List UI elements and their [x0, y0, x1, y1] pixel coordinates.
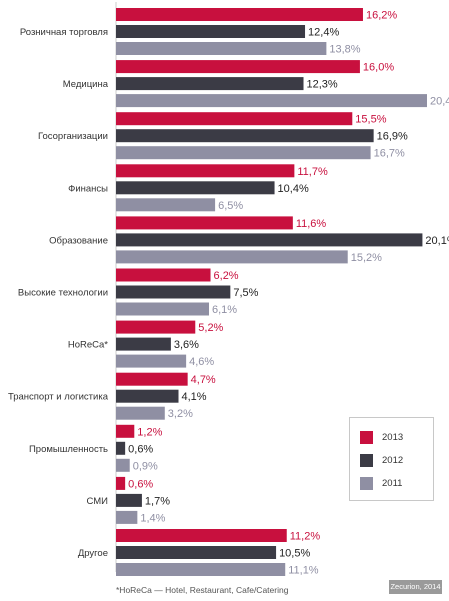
bar-2011 — [116, 42, 327, 55]
bar-2012 — [116, 233, 423, 247]
category-label: Промышленность — [29, 444, 108, 455]
bar-2011 — [116, 94, 427, 108]
bar-2013 — [116, 372, 188, 386]
bar-2012 — [116, 285, 231, 299]
bar-2013 — [116, 112, 353, 126]
data-label: 7,5% — [233, 287, 258, 299]
data-label: 0,9% — [133, 460, 158, 472]
data-label: 11,2% — [290, 531, 321, 543]
bar-2011 — [116, 198, 216, 212]
bar-2013 — [116, 8, 363, 21]
data-label: 16,0% — [363, 62, 394, 74]
bar-2012 — [116, 25, 306, 38]
bar-2011 — [116, 146, 371, 160]
bar-2013 — [116, 164, 295, 178]
legend: 2013 2012 2011 — [349, 417, 434, 501]
legend-swatch-2013 — [360, 430, 373, 444]
source-badge: Zecurion, 2014 — [389, 580, 442, 594]
bar-2013 — [116, 476, 126, 490]
data-label: 1,4% — [140, 512, 165, 524]
bar-2013 — [116, 268, 211, 282]
data-label: 12,3% — [307, 79, 338, 91]
bar-2011 — [116, 406, 165, 420]
data-label: 11,1% — [288, 565, 319, 577]
data-label: 11,7% — [297, 166, 328, 178]
data-label: 6,2% — [214, 270, 239, 282]
data-label: 20,4% — [430, 96, 449, 108]
data-label: 4,7% — [191, 374, 216, 386]
bar-2011 — [116, 354, 187, 368]
data-label: 16,9% — [377, 131, 408, 143]
bar-2013 — [116, 216, 293, 230]
bar-2013 — [116, 529, 287, 542]
data-label: 11,6% — [296, 218, 327, 230]
legend-item-2012: 2012 — [360, 452, 403, 468]
data-label: 6,5% — [218, 200, 243, 212]
bar-2011 — [116, 563, 286, 576]
data-label: 3,2% — [168, 408, 193, 420]
legend-item-2011: 2011 — [360, 475, 402, 491]
bar-2012 — [116, 493, 142, 507]
bar-2012 — [116, 337, 171, 351]
data-label: 10,5% — [279, 548, 310, 560]
category-label: Образование — [49, 235, 108, 246]
category-label: HoReCa* — [68, 340, 108, 351]
data-label: 16,2% — [366, 10, 397, 22]
category-label: Розничная торговля — [20, 27, 108, 38]
bar-2011 — [116, 510, 138, 524]
legend-item-2013: 2013 — [360, 429, 403, 445]
data-label: 3,6% — [174, 339, 199, 351]
footnote: *HoReCa — Hotel, Restaurant, Cafe/Cateri… — [116, 585, 289, 595]
bar-2012 — [116, 441, 126, 455]
data-label: 6,1% — [212, 304, 237, 316]
bar-2013 — [116, 424, 135, 438]
category-label: Медицина — [63, 79, 109, 90]
data-label: 15,2% — [351, 252, 382, 264]
bar-2011 — [116, 458, 130, 472]
data-label: 1,2% — [137, 426, 162, 438]
data-label: 10,4% — [278, 183, 309, 195]
data-label: 15,5% — [355, 114, 386, 126]
bar-2011 — [116, 250, 348, 264]
data-label: 20,1% — [425, 235, 449, 247]
category-label: СМИ — [87, 496, 109, 507]
bar-2012 — [116, 129, 374, 143]
data-label: 0,6% — [128, 443, 153, 455]
data-label: 0,6% — [128, 478, 153, 490]
category-label: Высокие технологии — [18, 288, 108, 299]
bar-2011 — [116, 302, 209, 316]
bar-2012 — [116, 77, 304, 91]
data-label: 4,1% — [182, 391, 207, 403]
bar-2012 — [116, 181, 275, 195]
category-label: Госорганизации — [38, 131, 108, 142]
data-label: 1,7% — [145, 495, 170, 507]
category-label: Транспорт и логистика — [8, 392, 109, 403]
bar-2013 — [116, 320, 196, 334]
bar-2012 — [116, 546, 277, 559]
legend-label-2011: 2011 — [382, 477, 403, 489]
data-label: 16,7% — [374, 148, 405, 160]
bar-2013 — [116, 60, 360, 74]
legend-label-2013: 2013 — [382, 431, 404, 443]
data-label: 4,6% — [189, 356, 214, 368]
category-label: Другое — [78, 548, 108, 559]
bar-2012 — [116, 389, 179, 403]
data-label: 5,2% — [198, 322, 223, 334]
category-label: Финансы — [68, 183, 108, 194]
legend-swatch-2011 — [360, 476, 373, 490]
legend-label-2012: 2012 — [382, 454, 404, 466]
legend-swatch-2012 — [360, 453, 373, 467]
data-label: 13,8% — [329, 44, 360, 56]
data-label: 12,4% — [308, 27, 339, 39]
